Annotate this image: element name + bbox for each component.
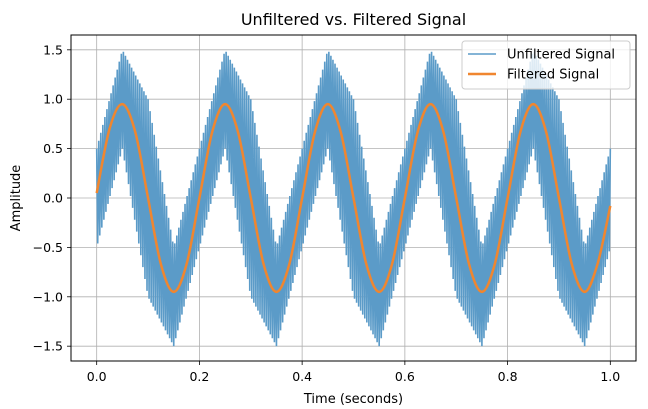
filtered-signal-series [95,102,612,294]
y-tick-label: 0.5 [43,141,63,156]
y-axis-label: Amplitude [9,165,24,232]
y-tick-label: −0.5 [33,240,63,255]
y-tick-label: −1.0 [33,289,63,304]
legend-label-filtered-signal: Filtered Signal [507,68,599,83]
y-tick-label: 1.5 [43,42,63,57]
x-axis-label: Time (seconds) [303,392,403,407]
legend: Unfiltered Signal Filtered Signal [461,40,631,90]
x-tick-label: 0.0 [87,369,107,384]
x-tick-label: 0.6 [395,369,415,384]
x-tick-label: 1.0 [600,369,620,384]
x-tick-label: 0.2 [189,369,209,384]
legend-box [461,40,631,90]
y-tick-label: 0.0 [43,191,63,206]
filtered-signal-line [95,102,612,294]
x-tick-label: 0.8 [498,369,518,384]
chart-title: Unfiltered vs. Filtered Signal [241,10,466,29]
y-axis-ticks: −1.5 −1.0 −0.5 0.0 0.5 1.0 1.5 [33,42,71,354]
y-tick-label: −1.5 [33,339,63,354]
x-tick-label: 0.4 [292,369,312,384]
legend-label-unfiltered-signal: Unfiltered Signal [507,48,615,63]
y-tick-label: 1.0 [43,92,63,107]
x-axis-ticks: 0.0 0.2 0.4 0.6 0.8 1.0 [87,361,620,384]
